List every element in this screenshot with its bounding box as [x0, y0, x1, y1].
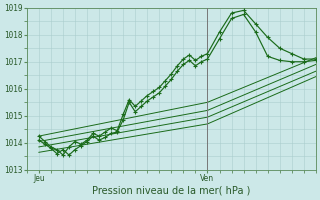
- X-axis label: Pression niveau de la mer( hPa ): Pression niveau de la mer( hPa ): [92, 186, 251, 196]
